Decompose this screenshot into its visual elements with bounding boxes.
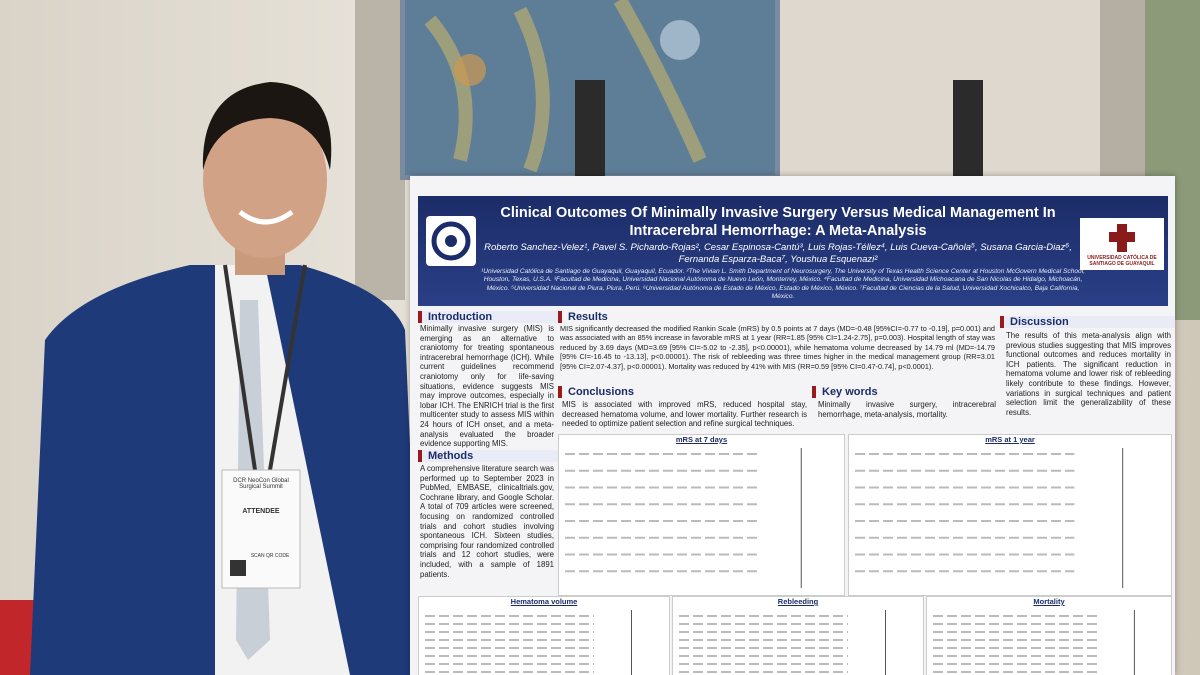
intro-text: Minimally invasive surgery (MIS) is emer… (420, 324, 554, 449)
figure-title: Mortality (1033, 597, 1065, 606)
results-text: MIS significantly decreased the modified… (560, 324, 995, 371)
conclusions-section: Conclusions (558, 386, 808, 398)
plot-sketch (855, 448, 1124, 588)
results-section: Results (558, 311, 998, 323)
forest-plot: Rebleeding (672, 596, 924, 675)
logo-right: UNIVERSIDAD CATÓLICA DE SANTIAGO DE GUAY… (1080, 218, 1164, 270)
forest-plot: mRS at 1 year (848, 434, 1172, 596)
intro-section: Introduction (418, 311, 560, 323)
heading: Conclusions (568, 386, 635, 398)
logo-left (426, 216, 476, 266)
forest-plot: mRS at 7 days (558, 434, 845, 596)
keywords-text: Minimally invasive surgery, intracerebra… (818, 400, 996, 419)
keywords-section: Key words (812, 386, 1002, 398)
badge-scan: SCAN QR CODE (250, 553, 290, 559)
person (30, 82, 420, 675)
figure-title: Hematoma volume (510, 597, 578, 606)
badge-event: DCR NeoCon Global Surgical Summit (233, 478, 289, 490)
heading: Results (568, 311, 608, 323)
forest-plot: Hematoma volume (418, 596, 670, 675)
figure-title: mRS at 7 days (675, 435, 728, 444)
conclusions-text: MIS is associated with improved mRS, red… (562, 400, 807, 429)
figure-title: mRS at 1 year (985, 435, 1035, 444)
poster-authors: Roberto Sanchez-Velez¹, Pavel S. Pichard… (484, 242, 1072, 265)
heading: Methods (428, 450, 474, 462)
poster-affiliations: ¹Universidad Católica de Santiago de Gua… (481, 268, 1085, 301)
plot-sketch (425, 610, 632, 675)
heading: Introduction (428, 311, 493, 323)
methods-text: A comprehensive literature search was pe… (420, 464, 554, 579)
poster-title: Clinical Outcomes Of Minimally Invasive … (500, 205, 1056, 239)
logo-text: UNIVERSIDAD CATÓLICA DE SANTIAGO DE GUAY… (1087, 255, 1157, 267)
plot-sketch (933, 610, 1135, 675)
figure-title: Rebleeding (777, 597, 819, 606)
discussion-text: The results of this meta-analysis align … (1006, 331, 1171, 417)
heading: Discussion (1010, 316, 1069, 328)
poster: Clinical Outcomes Of Minimally Invasive … (410, 176, 1175, 675)
methods-section: Methods (418, 450, 560, 462)
badge-role: ATTENDEE (242, 508, 280, 515)
discussion-section: Discussion (1000, 316, 1175, 328)
heading: Key words (822, 386, 878, 398)
poster-header: Clinical Outcomes Of Minimally Invasive … (418, 196, 1168, 306)
plot-sketch (679, 610, 886, 675)
plot-sketch (565, 448, 802, 588)
forest-plot: Mortality (926, 596, 1172, 675)
badge: DCR NeoCon Global Surgical Summit ATTEND… (224, 478, 298, 559)
